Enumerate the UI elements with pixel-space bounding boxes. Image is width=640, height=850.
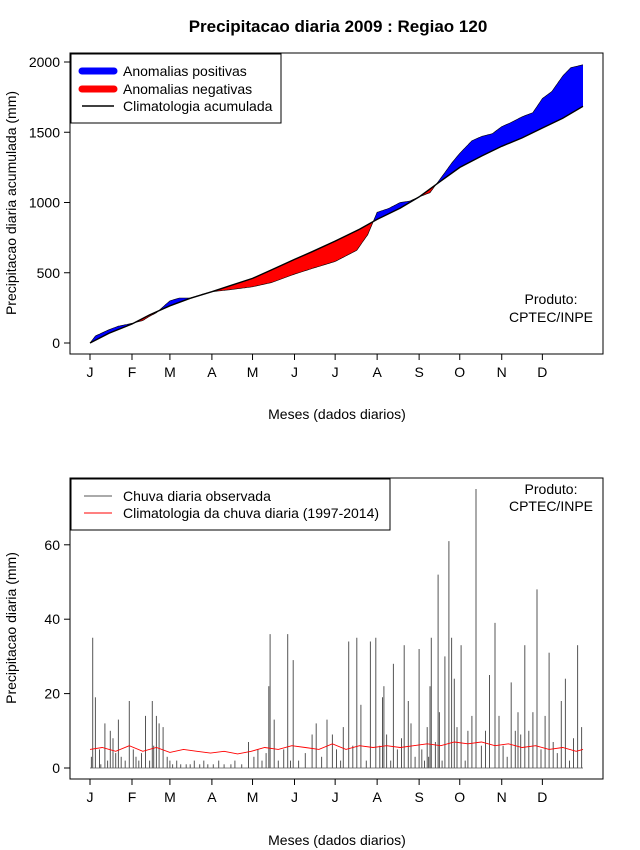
- product-label: Produto:: [525, 481, 578, 497]
- observed-rain-bars: [90, 489, 583, 769]
- x-tick-label: J: [87, 789, 94, 805]
- y-tick-label: 1000: [29, 195, 60, 211]
- y-tick-label: 1500: [29, 124, 60, 140]
- x-tick-label: S: [414, 364, 423, 380]
- climatology-cumulative-line: [89, 105, 584, 344]
- climatology-daily-line: [89, 741, 584, 755]
- daily-chart: 0 20 40 60 J F M A M J J A S O N D Precipitacao diaria…: [3, 477, 604, 848]
- x-tick-label: M: [164, 364, 176, 380]
- x-tick-label: A: [372, 364, 382, 380]
- legend-label-negative: Anomalias negativas: [123, 81, 252, 97]
- product-label: Produto:: [525, 291, 578, 307]
- y-axis: 0 20 40 60: [44, 537, 71, 776]
- legend-label-climatology: Climatologia da chuva diaria (1997-2014): [123, 505, 379, 521]
- y-tick-label: 60: [44, 537, 60, 553]
- observed-cumulative-line: [89, 64, 584, 344]
- cumulative-chart: Precipitacao diaria 2009 : Regiao 120 0 5…: [3, 17, 604, 422]
- x-tick-label: M: [247, 789, 259, 805]
- x-tick-label: A: [207, 364, 217, 380]
- legend-box: [70, 478, 391, 531]
- climatology-line: [89, 741, 584, 755]
- y-axis: 0 500 1000 1500 2000: [29, 54, 71, 351]
- x-tick-label: J: [291, 789, 298, 805]
- legend: Anomalias positivas Anomalias negativas …: [70, 53, 282, 124]
- x-tick-label: J: [87, 364, 94, 380]
- y-axis-label: Precipitacao diaria (mm): [3, 552, 19, 704]
- x-tick-label: J: [291, 364, 298, 380]
- x-tick-label: A: [372, 789, 382, 805]
- x-tick-label: A: [207, 789, 217, 805]
- x-tick-label: S: [414, 789, 423, 805]
- x-tick-label: O: [454, 364, 465, 380]
- x-tick-label: F: [128, 364, 137, 380]
- legend-label-positive: Anomalias positivas: [123, 63, 247, 79]
- y-tick-label: 500: [37, 265, 61, 281]
- y-tick-label: 0: [52, 760, 60, 776]
- negative-anomaly-area: [211, 218, 375, 292]
- positive-anomaly-area: [435, 64, 583, 186]
- cumulative-lines: [89, 64, 584, 344]
- x-tick-label: J: [332, 789, 339, 805]
- y-tick-label: 40: [44, 611, 60, 627]
- product-source: CPTEC/INPE: [509, 498, 593, 514]
- x-tick-label: M: [164, 789, 176, 805]
- y-tick-label: 20: [44, 686, 60, 702]
- y-axis-label: Precipitacao diaria acumulada (mm): [3, 91, 19, 315]
- x-tick-label: F: [128, 789, 137, 805]
- y-tick-label: 2000: [29, 54, 60, 70]
- legend: Chuva diaria observada Climatologia da c…: [70, 478, 391, 531]
- legend-label-observed: Chuva diaria observada: [123, 488, 271, 504]
- product-source: CPTEC/INPE: [509, 309, 593, 325]
- x-axis-label: Meses (dados diarios): [268, 406, 406, 422]
- x-tick-label: M: [247, 364, 259, 380]
- x-tick-label: O: [454, 789, 465, 805]
- x-tick-label: J: [332, 364, 339, 380]
- x-axis-label: Meses (dados diarios): [268, 832, 406, 848]
- legend-label-climatology: Climatologia acumulada: [123, 98, 273, 114]
- chart-title: Precipitacao diaria 2009 : Regiao 120: [189, 17, 488, 36]
- y-tick-label: 0: [52, 335, 60, 351]
- x-tick-label: D: [537, 364, 547, 380]
- x-tick-label: N: [497, 789, 507, 805]
- x-tick-label: D: [537, 789, 547, 805]
- x-tick-label: N: [497, 364, 507, 380]
